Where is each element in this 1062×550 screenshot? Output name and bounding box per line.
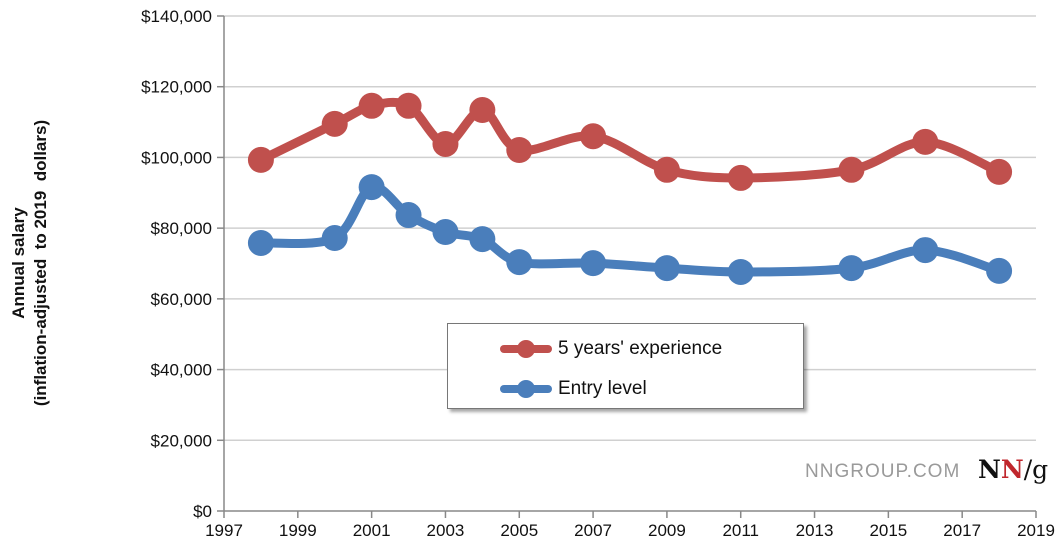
x-tick-label: 1997 bbox=[205, 521, 243, 540]
y-axis-label-line2: (inflation-adjusted to 2019 dollars) bbox=[31, 120, 50, 406]
x-tick-label: 1999 bbox=[279, 521, 317, 540]
data-point bbox=[838, 255, 865, 282]
data-point bbox=[727, 258, 754, 285]
data-point bbox=[580, 250, 607, 277]
y-tick-label: $40,000 bbox=[151, 361, 212, 380]
data-point bbox=[432, 219, 459, 246]
data-point bbox=[247, 229, 274, 256]
data-point bbox=[469, 226, 496, 253]
x-tick-label: 2007 bbox=[574, 521, 612, 540]
watermark: NNGROUP.COM bbox=[805, 461, 961, 482]
y-tick-label: $120,000 bbox=[141, 78, 212, 97]
data-point bbox=[395, 92, 422, 119]
legend-label: Entry level bbox=[558, 378, 647, 399]
x-tick-label: 2003 bbox=[427, 521, 465, 540]
data-point bbox=[506, 137, 533, 164]
legend-swatch-blue bbox=[500, 380, 552, 398]
legend-item-5-years: 5 years' experience bbox=[500, 338, 722, 360]
data-point bbox=[395, 202, 422, 229]
data-point bbox=[321, 110, 348, 137]
series-five-years-experience bbox=[247, 92, 1013, 191]
data-point bbox=[838, 156, 865, 183]
x-tick-label: 2019 bbox=[1017, 521, 1055, 540]
x-tick-label: 2009 bbox=[648, 521, 686, 540]
data-point bbox=[912, 128, 939, 155]
x-tick-label: 2015 bbox=[869, 521, 907, 540]
x-tick-label: 2011 bbox=[722, 521, 759, 540]
legend-item-entry-level: Entry level bbox=[500, 378, 647, 400]
y-axis-label-line1: Annual salary bbox=[9, 207, 28, 319]
y-tick-label: $100,000 bbox=[141, 148, 212, 167]
nng-logo: NN/g bbox=[978, 455, 1049, 484]
data-point bbox=[247, 146, 274, 173]
y-tick-label: $60,000 bbox=[151, 290, 212, 309]
y-tick-label: $80,000 bbox=[151, 219, 212, 238]
x-tick-label: 2005 bbox=[500, 521, 538, 540]
chart-legend: 5 years' experience Entry level bbox=[447, 323, 804, 409]
series-entry-level bbox=[247, 174, 1013, 285]
data-point bbox=[321, 225, 348, 252]
legend-label: 5 years' experience bbox=[558, 338, 723, 359]
data-point bbox=[469, 97, 496, 124]
data-point bbox=[432, 130, 459, 157]
x-tick-label: 2017 bbox=[943, 521, 981, 540]
data-point bbox=[506, 249, 533, 276]
data-point bbox=[986, 257, 1013, 284]
data-point bbox=[986, 158, 1013, 185]
data-point bbox=[653, 156, 680, 183]
data-point bbox=[358, 174, 385, 201]
data-point bbox=[727, 164, 754, 191]
data-point bbox=[912, 237, 939, 264]
y-tick-label: $140,000 bbox=[141, 7, 212, 26]
legend-swatch-red bbox=[500, 340, 552, 358]
data-point bbox=[580, 123, 607, 150]
y-tick-label: $0 bbox=[193, 502, 212, 521]
x-tick-label: 2013 bbox=[796, 521, 834, 540]
x-tick-label: 2001 bbox=[353, 521, 391, 540]
y-tick-label: $20,000 bbox=[151, 431, 212, 450]
data-point bbox=[653, 255, 680, 282]
data-point bbox=[358, 92, 385, 119]
